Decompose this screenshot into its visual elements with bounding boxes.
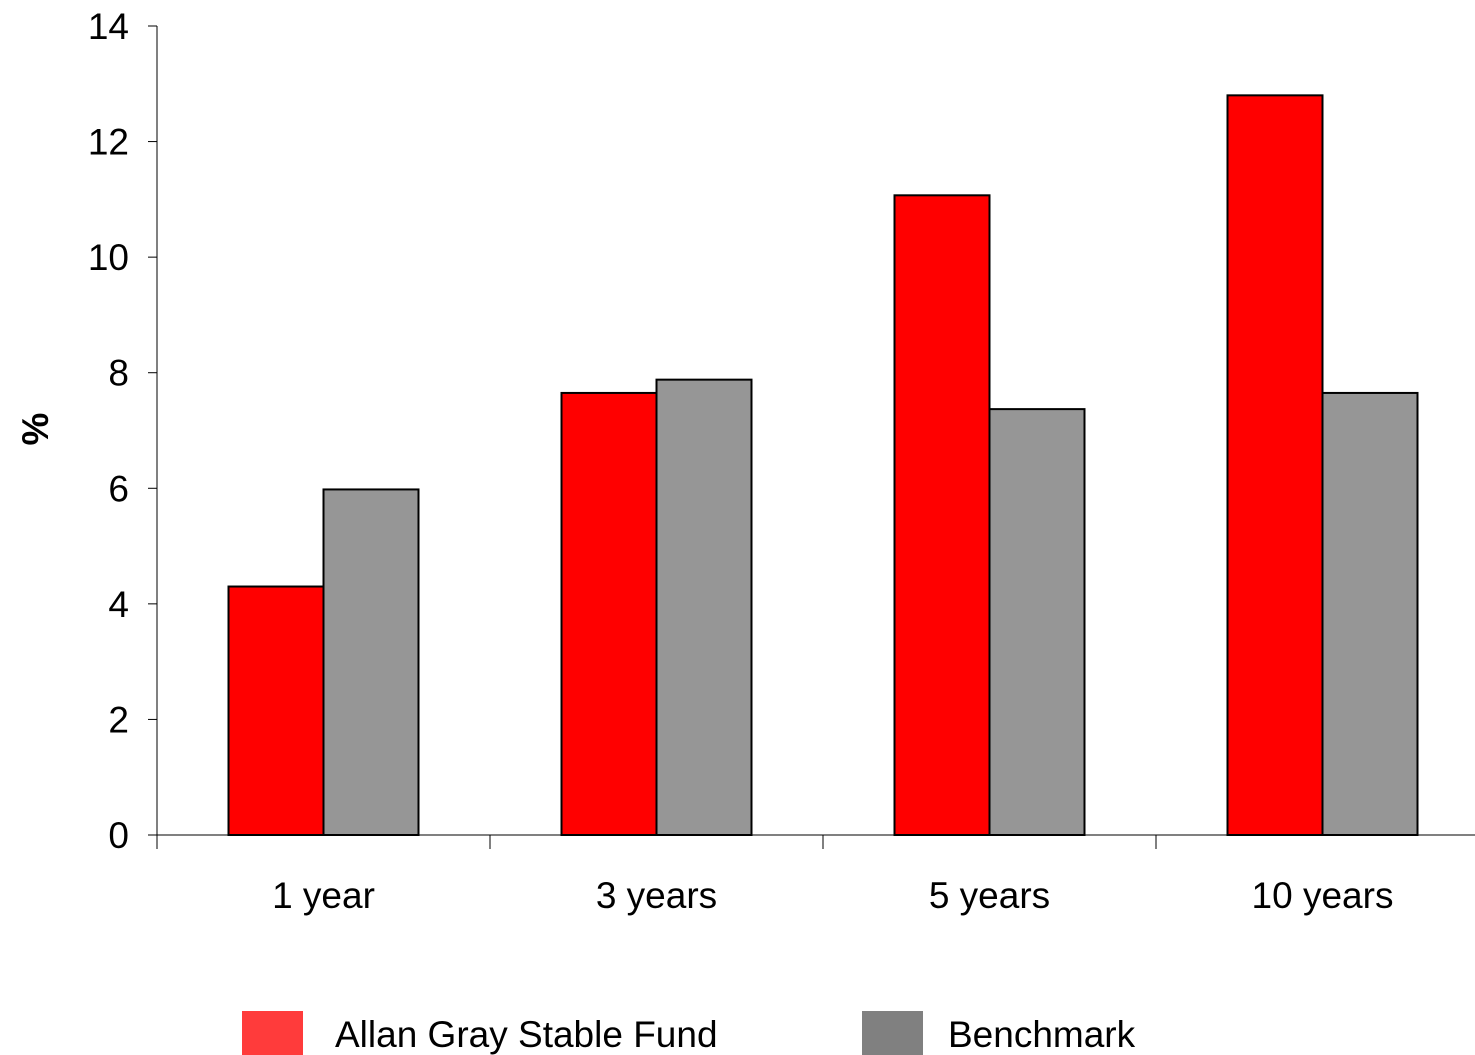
bar-benchmark-1-year: [322, 488, 420, 836]
bar-fund-10-years: [1226, 94, 1324, 837]
bar-benchmark-10-years: [1321, 391, 1419, 836]
y-ticks-group: 0 2 4 6 8 10 12 14: [88, 6, 157, 856]
x-ticks-group: 1 year 3 years 5 years 10 years: [156, 835, 1394, 916]
y-tick-label: 10: [88, 237, 129, 278]
legend-label-fund: Allan Gray Stable Fund: [335, 1014, 718, 1055]
bar-benchmark-3-years: [655, 378, 753, 836]
bar-fund-3-years: [560, 391, 658, 836]
y-tick-label: 0: [108, 815, 129, 856]
bar-benchmark-5-years: [988, 408, 1086, 836]
bar-fund-1-year: [227, 585, 325, 836]
y-tick-label: 2: [108, 699, 129, 740]
legend: Allan Gray Stable Fund Benchmark: [242, 1011, 1136, 1055]
y-axis-title: %: [15, 413, 56, 446]
y-tick-label: 12: [88, 122, 129, 163]
bar-fund-5-years: [893, 194, 991, 837]
x-tick-label: 1 year: [272, 875, 375, 916]
legend-swatch-fund: [242, 1011, 303, 1055]
y-tick-label: 6: [108, 468, 129, 509]
legend-label-benchmark: Benchmark: [948, 1014, 1136, 1055]
bars-group: [227, 94, 1419, 837]
x-tick-label: 5 years: [929, 875, 1050, 916]
x-tick-label: 3 years: [596, 875, 717, 916]
y-tick-label: 14: [88, 6, 129, 47]
legend-swatch-benchmark: [862, 1011, 923, 1055]
y-tick-label: 4: [108, 584, 129, 625]
x-tick-label: 10 years: [1252, 875, 1394, 916]
y-tick-label: 8: [108, 353, 129, 394]
